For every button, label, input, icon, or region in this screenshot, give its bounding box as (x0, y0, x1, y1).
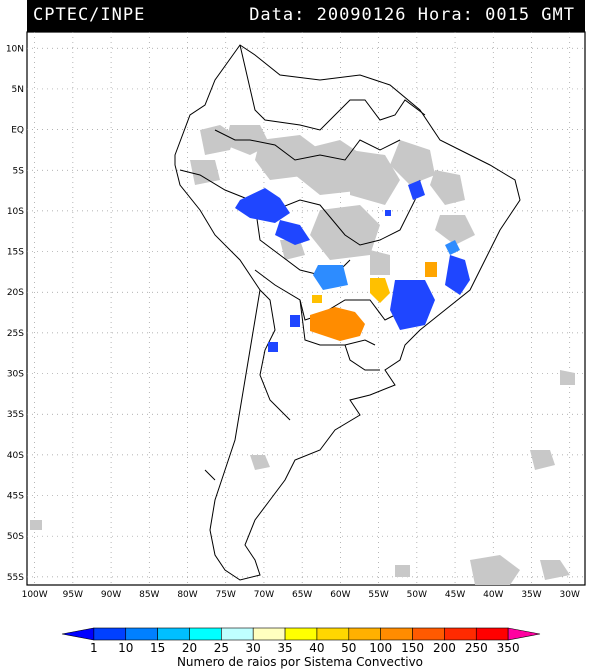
lon-label: 45W (445, 590, 465, 600)
lat-label: 45S (7, 492, 24, 502)
colorbar-swatch (444, 627, 477, 641)
lat-label: 5S (13, 166, 25, 176)
lon-label: 40W (483, 590, 503, 600)
lat-label: 55S (7, 573, 24, 583)
colorbar-swatch (125, 627, 158, 641)
lon-label: 100W (22, 590, 48, 600)
colorbar-swatch (380, 627, 413, 641)
lat-label: 5N (12, 85, 24, 95)
colorbar-swatch (475, 627, 509, 641)
lon-label: 50W (407, 590, 427, 600)
longitude-labels: 100W 95W 90W 85W 80W 75W 70W 65W 60W 55W 50W 45W 40W… (22, 590, 580, 600)
colorbar-tick-label: 1 (90, 641, 98, 655)
lon-label: 75W (216, 590, 236, 600)
lat-label: 10N (6, 44, 24, 54)
lon-label: 85W (139, 590, 159, 600)
colorbar-swatch (221, 627, 254, 641)
lon-label: 65W (292, 590, 312, 600)
colorbar-tick-label: 50 (341, 641, 356, 655)
lon-label: 35W (521, 590, 541, 600)
colorbar-swatch (252, 627, 286, 641)
lon-label: 90W (101, 590, 121, 600)
date-time-label: Data: 20090126 Hora: 0015 GMT (249, 5, 575, 25)
colorbar-swatch (507, 627, 541, 641)
map-panel: 10N5NEQ5S10S15S20S25S30S35S40S45S50S55S … (6, 31, 586, 600)
colorbar-swatch (316, 627, 350, 641)
colorbar-tick-label: 35 (277, 641, 292, 655)
lat-label: 40S (7, 451, 24, 461)
colorbar-tick-label: 10 (118, 641, 133, 655)
colorbar-swatch (157, 627, 190, 641)
lat-label: 25S (7, 329, 24, 339)
lon-label: 80W (177, 590, 197, 600)
colorbar-tick-label: 25 (214, 641, 229, 655)
colorbar-tick-label: 30 (246, 641, 261, 655)
lon-label: 55W (368, 590, 388, 600)
lat-label: 30S (7, 370, 24, 380)
colorbar-title: Numero de raios por Sistema Convectivo (176, 655, 424, 669)
colorbar: 1 10 15 20 25 30 35 40 50 100 150 200 250 350 (61, 627, 541, 655)
colorbar-tick-label: 250 (465, 641, 488, 655)
colorbar-swatch (412, 627, 445, 641)
colorbar-tick-label: 15 (150, 641, 165, 655)
title-bar: CPTEC/INPE Data: 20090126 Hora: 0015 GMT (27, 0, 585, 32)
lon-label: 60W (330, 590, 350, 600)
lat-label: 35S (7, 410, 24, 420)
colorbar-tick-label: 100 (369, 641, 392, 655)
lat-label: 50S (7, 532, 24, 542)
gridlines (27, 32, 585, 585)
colorbar-tick-label: 150 (401, 641, 424, 655)
lat-label: 10S (7, 207, 24, 217)
lat-label: EQ (11, 126, 24, 136)
colorbar-swatch (61, 627, 95, 641)
lat-label: 20S (7, 288, 24, 298)
colorbar-swatch (93, 627, 127, 641)
colorbar-tick-label: 20 (182, 641, 197, 655)
latitude-labels: 10N 5N EQ 5S 10S 15S 20S 25S 30S 35S 40S 45S 50S 55S (6, 44, 24, 583)
map-frame (26, 31, 586, 586)
lon-label: 95W (63, 590, 83, 600)
lat-label: 15S (7, 248, 24, 258)
lon-label: 30W (560, 590, 580, 600)
lightning-systems (235, 180, 470, 352)
lon-label: 70W (254, 590, 274, 600)
country-borders (174, 44, 521, 581)
agency-label: CPTEC/INPE (33, 5, 146, 25)
colorbar-swatch (348, 627, 381, 641)
colorbar-tick-label: 40 (309, 641, 324, 655)
colorbar-swatch (284, 627, 318, 641)
colorbar-tick-label: 200 (433, 641, 456, 655)
cloud-cover (30, 125, 575, 585)
colorbar-tick-label: 350 (497, 641, 520, 655)
colorbar-swatch (189, 627, 222, 641)
